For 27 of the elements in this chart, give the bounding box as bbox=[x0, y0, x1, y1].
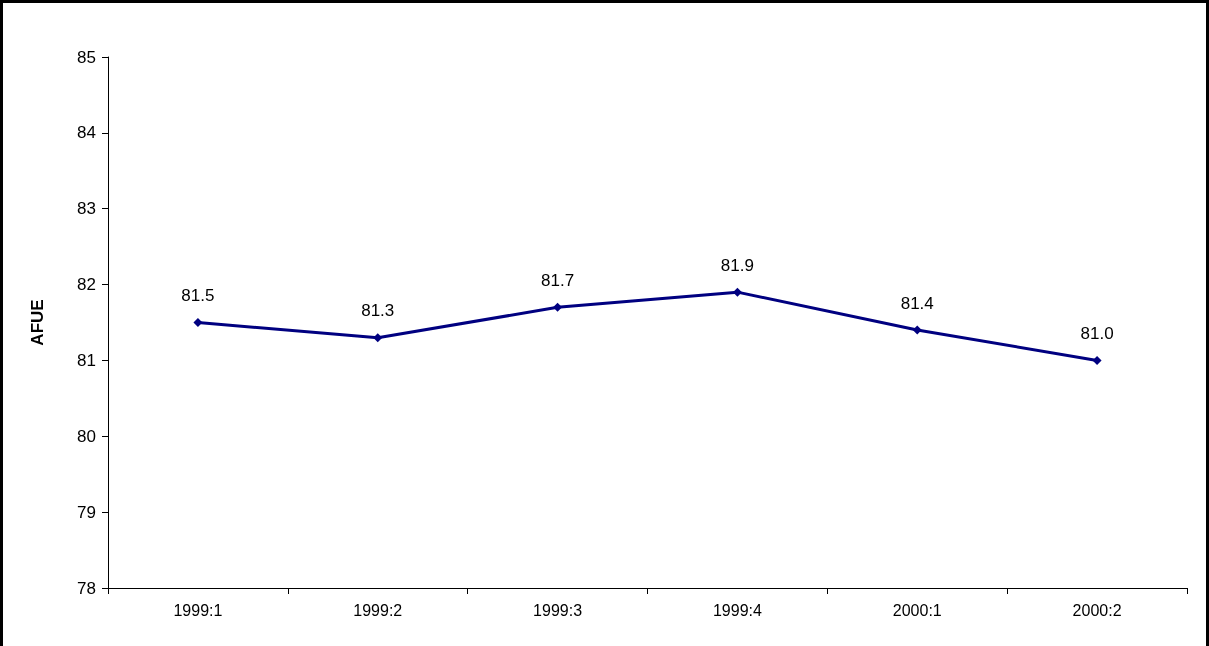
x-tick-label: 1999:3 bbox=[533, 601, 583, 619]
y-tick-label: 80 bbox=[77, 426, 96, 446]
data-label: 81.4 bbox=[900, 293, 934, 313]
x-tick-label: 1999:1 bbox=[173, 601, 223, 619]
data-label: 81.3 bbox=[361, 301, 395, 321]
point bbox=[1092, 355, 1102, 365]
y-tick-label: 78 bbox=[77, 578, 96, 598]
y-axis-title: AFUE bbox=[28, 299, 47, 346]
data-label: 81.9 bbox=[720, 255, 754, 275]
point bbox=[193, 318, 203, 327]
y-tick-label: 82 bbox=[77, 275, 96, 295]
point bbox=[732, 287, 742, 297]
data-label: 81.0 bbox=[1080, 323, 1114, 343]
x-tick-label: 1999:4 bbox=[712, 601, 762, 619]
y-tick-label: 81 bbox=[77, 350, 96, 370]
y-tick-label: 83 bbox=[77, 199, 96, 219]
data-label: 81.5 bbox=[181, 286, 215, 305]
point bbox=[553, 302, 563, 312]
y-tick-label: 84 bbox=[77, 123, 96, 143]
point bbox=[912, 325, 922, 335]
x-tick-label: 2000:2 bbox=[1072, 601, 1122, 619]
point bbox=[373, 333, 383, 343]
x-tick-label: 2000:1 bbox=[892, 601, 942, 619]
y-tick-label: 79 bbox=[77, 502, 96, 522]
y-tick-label: 85 bbox=[77, 47, 96, 67]
data-label: 81.7 bbox=[541, 270, 575, 290]
x-tick-label: 1999:2 bbox=[353, 601, 403, 619]
